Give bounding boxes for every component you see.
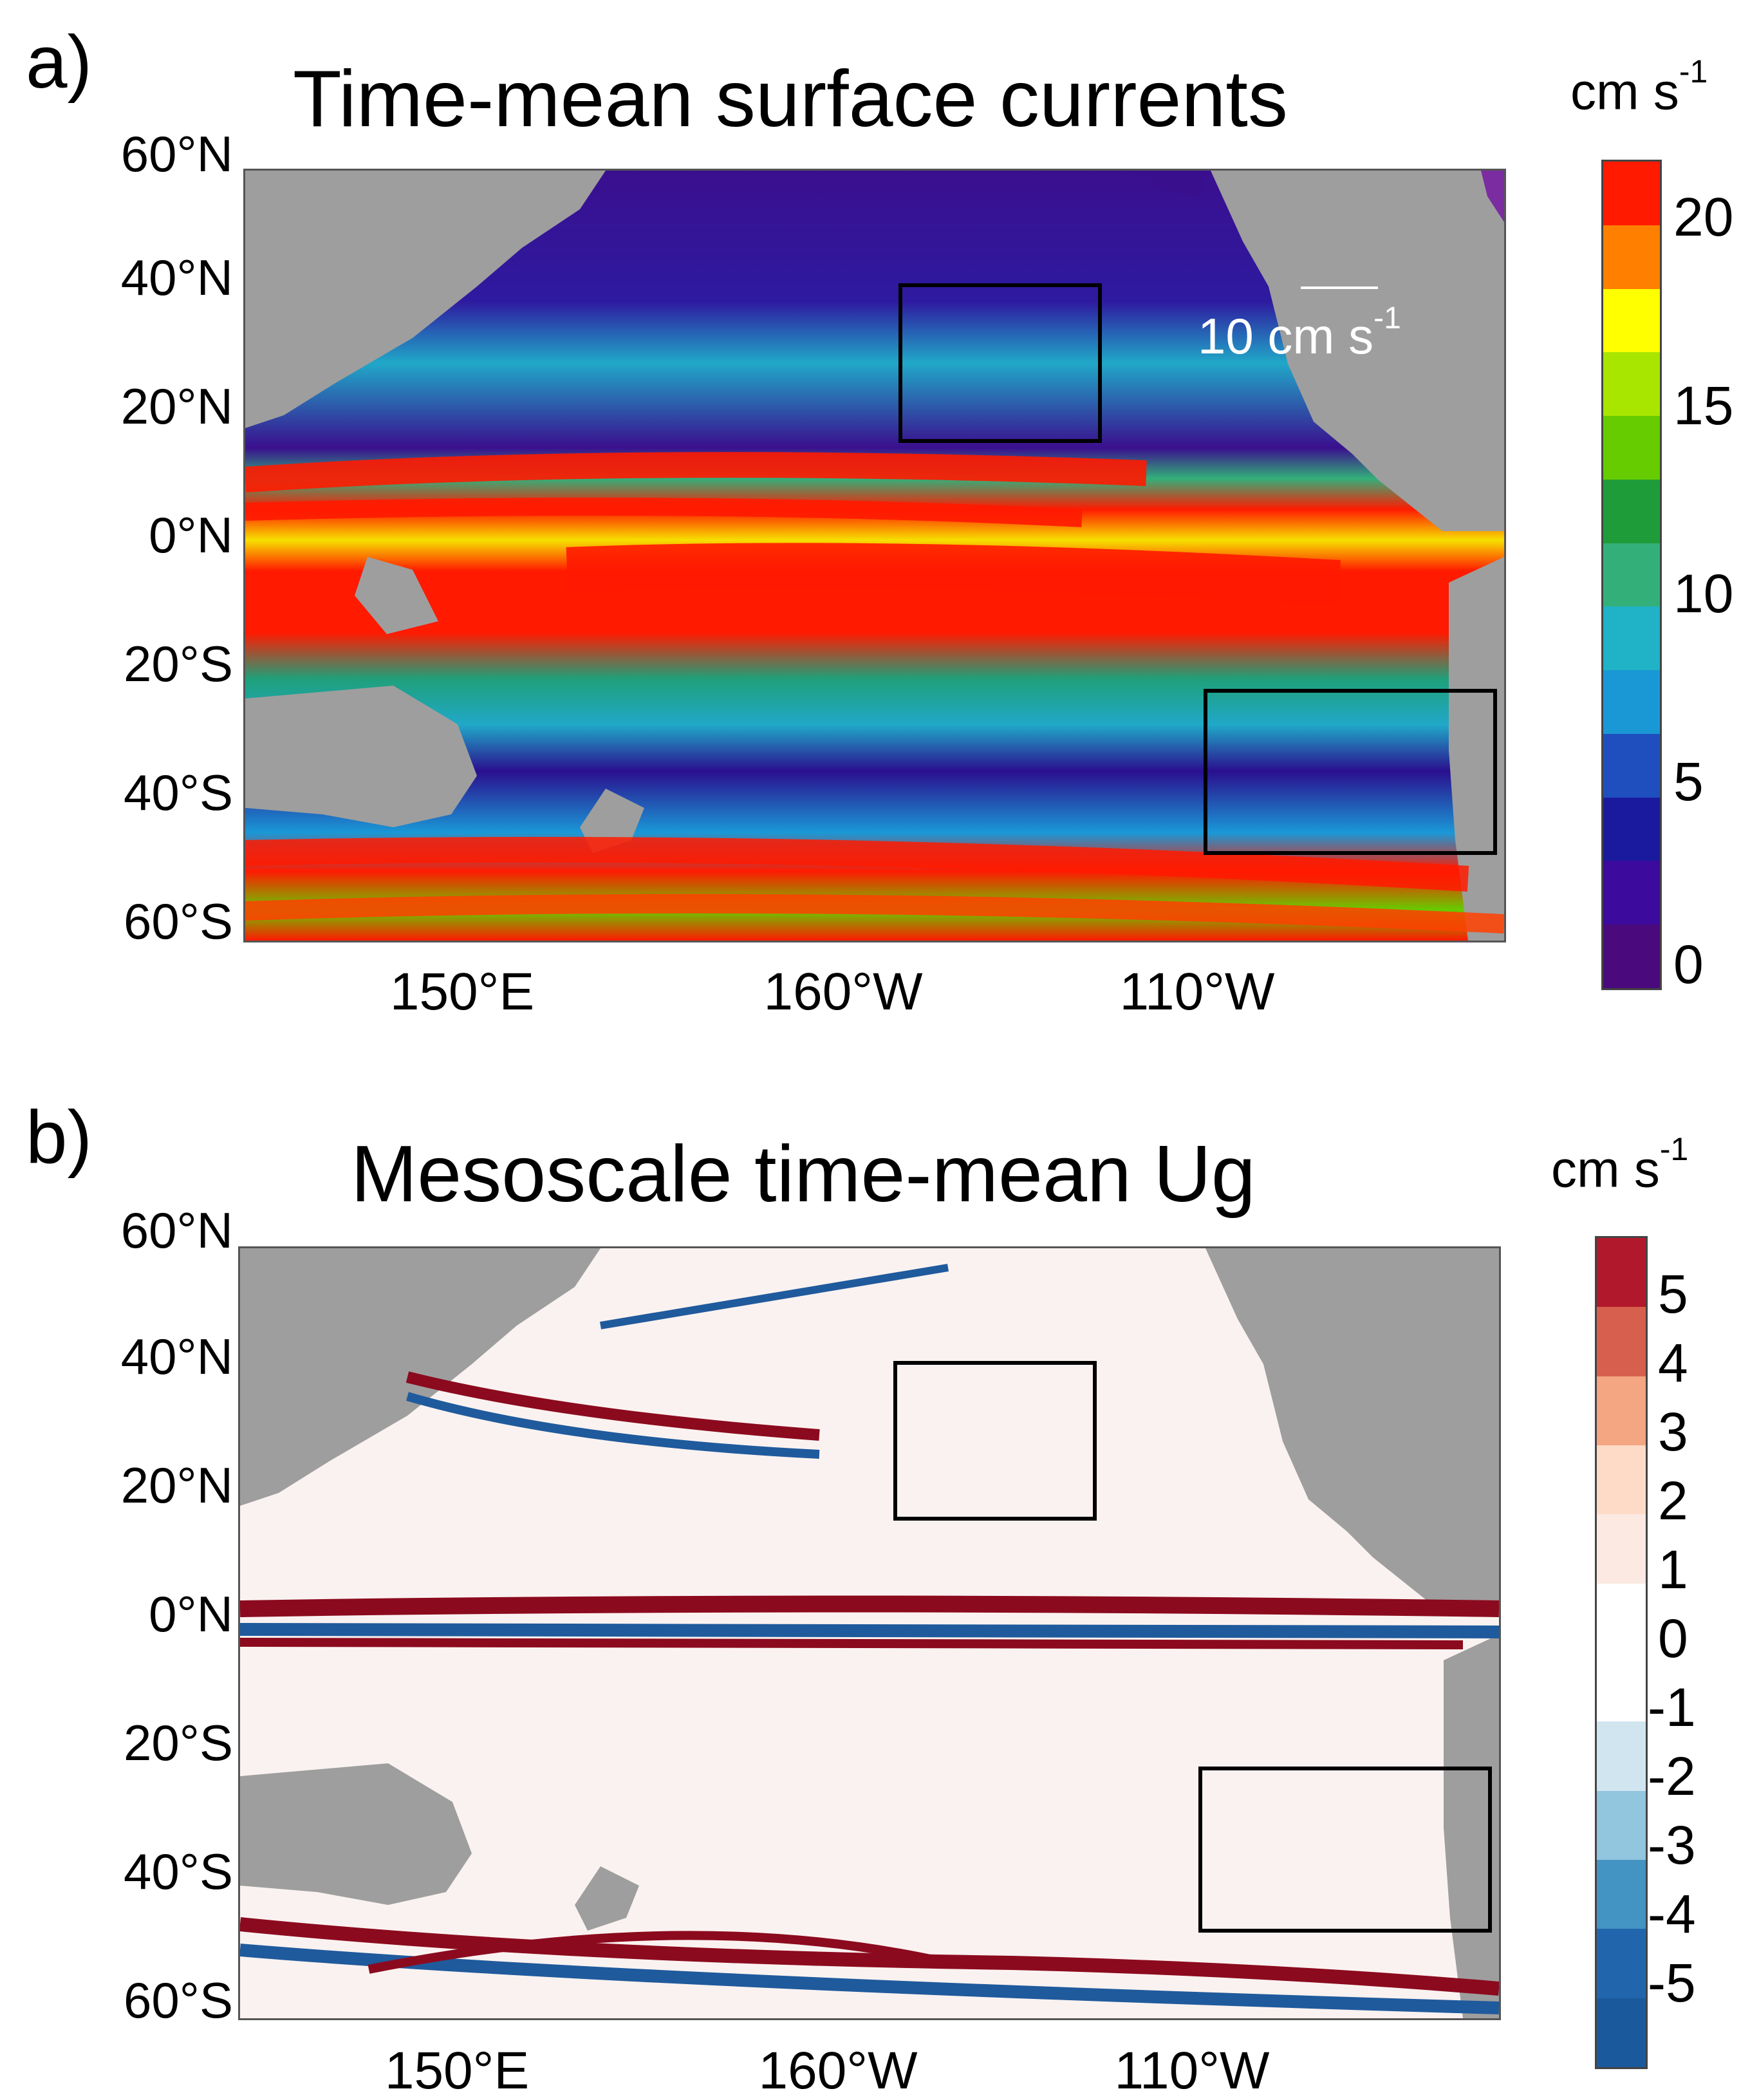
panel-a-colorbar-segment: [1603, 288, 1660, 353]
panel-a-lat-20s: 20°S: [124, 635, 233, 692]
panel-a-map: 10 cm s-1: [243, 169, 1506, 942]
panel-a-lat-20n: 20°N: [120, 378, 233, 435]
panel-b-colorbar-tick-m5: -5: [1648, 1953, 1696, 2013]
panel-a-colorbar-segment: [1603, 606, 1660, 671]
panel-b-colorbar-segment: [1597, 1445, 1646, 1515]
panel-a-colorbar-segment: [1603, 225, 1660, 289]
panel-b-lat-60s: 60°S: [124, 1972, 233, 2029]
panel-b-lat-40n: 40°N: [120, 1328, 233, 1385]
panel-b-colorbar-segment: [1597, 1583, 1646, 1653]
panel-b-colorbar-segment: [1597, 1514, 1646, 1584]
panel-a-colorbar-segment: [1603, 543, 1660, 607]
panel-a-lat-60s: 60°S: [124, 893, 233, 950]
panel-b-colorbar-segment: [1597, 1998, 1646, 2067]
panel-a-colorbar-tick-15: 15: [1673, 375, 1734, 436]
panel-a-colorbar-unit: cm s-1: [1570, 53, 1708, 120]
panel-a-title: Time-mean surface currents: [293, 55, 1288, 144]
panel-b-map: [238, 1246, 1501, 2020]
panel-b-colorbar-tick-m4: -4: [1648, 1884, 1696, 1944]
panel-a-colorbar-segment: [1603, 670, 1660, 734]
panel-a-colorbar-segment: [1603, 861, 1660, 925]
panel-b-colorbar-segment: [1597, 1721, 1646, 1791]
panel-b-lat-20n: 20°N: [120, 1457, 233, 1514]
panel-b-colorbar-segment: [1597, 1652, 1646, 1722]
panel-a-colorbar-segment: [1603, 416, 1660, 480]
panel-a-colorbar-segment: [1603, 797, 1660, 861]
panel-a-colorbar-segment: [1603, 352, 1660, 417]
panel-a-colorbar-tick-10: 10: [1673, 563, 1734, 624]
panel-b-colorbar-unit: cm s-1: [1551, 1131, 1689, 1198]
panel-b-lon-160w: 160°W: [758, 2041, 918, 2100]
panel-a-map-graphic: [245, 171, 1504, 941]
panel-b-colorbar-segment: [1597, 1790, 1646, 1860]
panel-a-lat-40s: 40°S: [124, 764, 233, 821]
panel-b-lon-150e: 150°E: [384, 2041, 530, 2100]
panel-b-colorbar-tick-m3: -3: [1648, 1815, 1696, 1875]
panel-b-lat-20s: 20°S: [124, 1714, 233, 1771]
panel-a-colorbar-tick-5: 5: [1673, 751, 1704, 812]
panel-a-lon-110w: 110°W: [1119, 962, 1275, 1021]
panel-b-lon-110w: 110°W: [1114, 2041, 1270, 2100]
panel-b-colorbar-segment: [1597, 1376, 1646, 1445]
reference-arrow-label: 10 cm s-1: [1198, 301, 1401, 364]
panel-b-lat-0n: 0°N: [149, 1586, 233, 1642]
panel-b-colorbar-tick-3: 3: [1658, 1402, 1688, 1462]
panel-b-lat-60n: 60°N: [120, 1202, 233, 1259]
panel-a-lat-40n: 40°N: [120, 249, 233, 306]
panel-b-map-graphic: [240, 1248, 1499, 2018]
panel-a-colorbar-tick-20: 20: [1673, 187, 1734, 247]
panel-b-colorbar-tick-2: 2: [1658, 1470, 1688, 1531]
panel-b-colorbar-tick-m1: -1: [1648, 1677, 1696, 1738]
panel-b-colorbar-tick-0: 0: [1658, 1608, 1688, 1669]
panel-a-letter: a): [26, 20, 93, 104]
reference-arrow-icon: [1301, 286, 1378, 289]
panel-a-lon-150e: 150°E: [389, 962, 535, 1021]
panel-a-lon-160w: 160°W: [763, 962, 923, 1021]
panel-a-colorbar-tick-0: 0: [1673, 934, 1704, 995]
panel-b-colorbar-tick-1: 1: [1658, 1539, 1688, 1600]
panel-b-colorbar-segment: [1597, 1307, 1646, 1376]
panel-b-colorbar-segment: [1597, 1929, 1646, 1998]
panel-b-colorbar-tick-m2: -2: [1648, 1746, 1696, 1806]
panel-b-letter: b): [26, 1095, 93, 1179]
panel-b-colorbar-tick-5: 5: [1658, 1264, 1688, 1324]
panel-b-colorbar: [1595, 1236, 1648, 2069]
panel-b-colorbar-segment: [1597, 1859, 1646, 1929]
panel-a-colorbar-segment: [1603, 162, 1660, 225]
panel-a-lat-60n: 60°N: [120, 126, 233, 182]
panel-a-colorbar-segment: [1603, 479, 1660, 543]
panel-b-lat-40s: 40°S: [124, 1843, 233, 1900]
panel-b-title: Mesoscale time-mean Ug: [351, 1130, 1256, 1219]
panel-a-lat-0n: 0°N: [149, 507, 233, 563]
panel-b-colorbar-tick-4: 4: [1658, 1333, 1688, 1393]
panel-a-colorbar: [1601, 160, 1662, 990]
panel-a-colorbar-segment: [1603, 924, 1660, 988]
panel-a-colorbar-segment: [1603, 733, 1660, 798]
panel-b-colorbar-segment: [1597, 1238, 1646, 1308]
